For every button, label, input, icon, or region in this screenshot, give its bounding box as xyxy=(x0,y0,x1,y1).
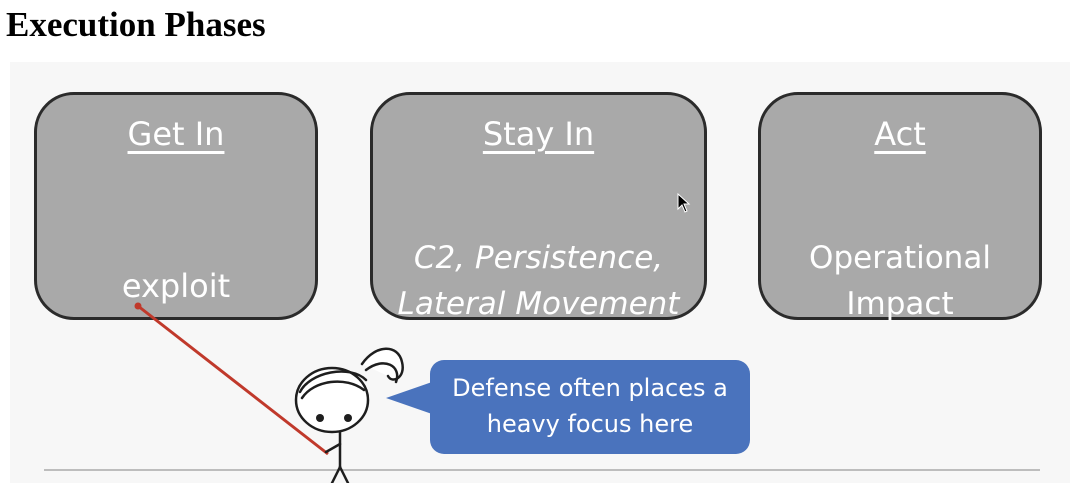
ground-line xyxy=(44,469,1040,471)
arrow-cursor-icon xyxy=(677,193,691,213)
phase-description-line: exploit xyxy=(121,267,231,305)
phase-description-line: Lateral Movement xyxy=(397,286,680,322)
phase-description-act: Operational Impact xyxy=(761,235,1039,327)
stick-figure-icon xyxy=(294,347,404,483)
phase-description-line: Impact xyxy=(846,286,954,322)
page-title: Execution Phases xyxy=(6,5,266,44)
callout-line: Defense often places a xyxy=(452,374,728,402)
callout-tail xyxy=(386,382,432,414)
phase-box-act: Act Operational Impact xyxy=(758,92,1042,322)
phase-box-stay-in: Stay In C2, Persistence, Lateral Movemen… xyxy=(370,92,707,322)
phase-title-act: Act xyxy=(874,115,926,153)
phase-title-stay-in: Stay In xyxy=(482,115,595,153)
phase-box-get-in: Get In exploit xyxy=(34,92,318,320)
phase-description-line: C2, Persistence, xyxy=(413,240,664,276)
slide-canvas: Get In exploit Stay In C2, Persistence, … xyxy=(10,62,1070,483)
pointer-line xyxy=(137,304,329,456)
callout-bubble: Defense often places a heavy focus here xyxy=(430,360,750,454)
phase-description-get-in: exploit xyxy=(37,263,315,309)
phase-description-stay-in: C2, Persistence, Lateral Movement xyxy=(373,235,704,327)
phase-description-line: Operational xyxy=(809,240,991,276)
callout-line: heavy focus here xyxy=(486,410,694,438)
phase-title-get-in: Get In xyxy=(127,115,225,153)
